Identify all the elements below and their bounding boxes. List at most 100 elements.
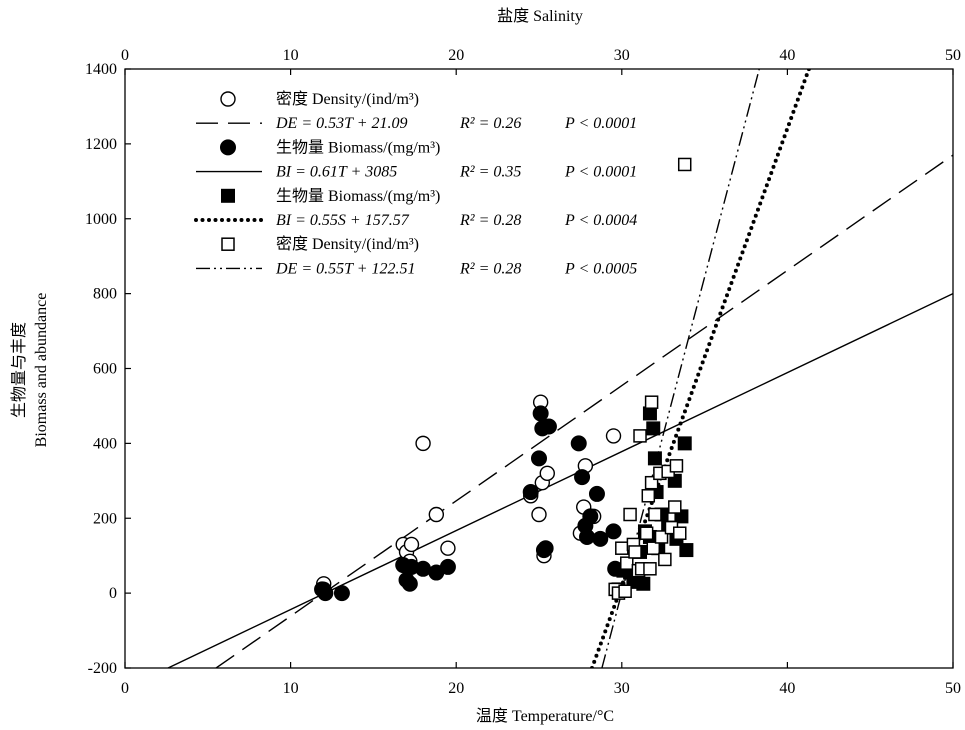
data-point-open-circle xyxy=(415,435,431,452)
legend-label: 生物量 Biomass/(mg/m³) xyxy=(276,138,440,156)
legend-p: P < 0.0005 xyxy=(564,260,637,277)
legend-marker-filled-circle xyxy=(220,139,236,156)
data-point-filled-circle xyxy=(531,450,547,467)
data-point-filled-circle xyxy=(540,418,557,435)
x-tick-label: 0 xyxy=(121,680,129,697)
y-tick-label: 1000 xyxy=(85,211,117,228)
data-point-open-square xyxy=(658,552,672,567)
data-point-open-circle xyxy=(440,540,456,556)
regression-line-solid xyxy=(167,292,953,668)
regression-line-long-dash xyxy=(215,154,953,668)
legend-equation: BI = 0.55S + 157.57 xyxy=(276,212,410,229)
data-point-open-square xyxy=(643,562,657,576)
regression-line-dotted xyxy=(589,69,811,668)
x2-tick-label: 0 xyxy=(121,47,129,64)
legend-label: 生物量 Biomass/(mg/m³) xyxy=(276,187,440,205)
plot-border xyxy=(124,68,954,669)
y-axis: -200 0 200 400 600 800 1000 1200 1400 xyxy=(85,61,131,677)
data-point-open-circle xyxy=(605,428,622,444)
data-point-open-square xyxy=(673,526,687,540)
x-axis-title: 温度 Temperature/°C xyxy=(476,707,614,725)
legend-equation: DE = 0.55T + 122.51 xyxy=(275,260,416,277)
data-point-filled-circle xyxy=(317,585,334,602)
legend-r2: R² = 0.26 xyxy=(459,115,521,132)
legend-r2: R² = 0.35 xyxy=(459,164,521,181)
data-point-filled-circle xyxy=(537,540,554,557)
y-tick-label: 1200 xyxy=(85,136,117,153)
x-tick-label: 10 xyxy=(283,680,299,697)
data-point-open-circle xyxy=(531,506,547,523)
data-point-open-square xyxy=(648,507,662,522)
data-point-open-square xyxy=(668,500,682,514)
data-point-open-square xyxy=(618,584,632,599)
x-axis-temperature: 0 10 20 30 40 50 xyxy=(121,662,961,697)
legend-marker-filled-square xyxy=(221,188,235,203)
data-point-filled-square xyxy=(636,576,651,591)
x2-tick-label: 30 xyxy=(614,47,630,64)
data-point-filled-circle xyxy=(605,523,622,540)
data-point-filled-circle xyxy=(582,508,599,525)
legend-label: 密度 Density/(ind/m³) xyxy=(276,235,419,253)
regression-lines xyxy=(167,69,953,668)
data-point-open-square xyxy=(633,429,647,443)
legend-marker-open-square xyxy=(221,237,235,251)
x2-tick-label: 40 xyxy=(779,47,795,64)
y-tick-label: -200 xyxy=(88,660,117,677)
data-point-filled-circle xyxy=(532,405,549,422)
y-tick-label: 800 xyxy=(93,286,117,303)
data-point-filled-circle xyxy=(522,484,539,501)
data-point-filled-circle xyxy=(439,558,456,575)
data-point-filled-square xyxy=(677,436,692,451)
data-point-open-circle xyxy=(539,465,555,482)
y-tick-label: 0 xyxy=(109,585,117,602)
x-tick-label: 40 xyxy=(779,680,795,697)
data-point-filled-square xyxy=(679,543,694,558)
legend-p: P < 0.0001 xyxy=(564,164,637,181)
data-point-filled-circle xyxy=(592,530,609,547)
data-point-open-square xyxy=(646,541,661,555)
legend-p: P < 0.0001 xyxy=(564,115,637,132)
data-point-filled-circle xyxy=(333,585,350,602)
data-point-open-circle xyxy=(428,506,445,523)
data-point-filled-square xyxy=(647,451,662,466)
legend-marker-open-circle xyxy=(220,91,236,107)
data-point-open-square xyxy=(623,507,637,522)
y-tick-label: 600 xyxy=(93,361,117,378)
x-axis-salinity: 0 10 20 30 40 50 xyxy=(121,47,961,75)
y-tick-label: 200 xyxy=(93,510,117,527)
data-point-filled-circle xyxy=(574,469,591,486)
legend-p: P < 0.0004 xyxy=(564,212,637,229)
data-point-filled-square xyxy=(646,421,661,436)
plot-frame xyxy=(124,68,954,669)
data-point-open-square xyxy=(654,530,669,544)
x2-tick-label: 10 xyxy=(283,47,299,64)
data-point-open-square xyxy=(628,545,642,559)
data-point-open-circle xyxy=(403,536,420,553)
legend-label: 密度 Density/(ind/m³) xyxy=(276,90,419,108)
data-point-open-square xyxy=(644,395,659,409)
data-point-filled-circle xyxy=(570,435,587,452)
legend-equation: BI = 0.61T + 3085 xyxy=(276,164,397,181)
data-point-open-square xyxy=(677,157,692,172)
x-tick-label: 30 xyxy=(614,680,630,697)
data-point-filled-circle xyxy=(588,485,605,502)
data-point-filled-circle xyxy=(415,560,432,577)
x2-tick-label: 20 xyxy=(448,47,464,64)
data-point-open-square xyxy=(641,489,656,503)
y-axis-title-line2: Biomass and abundance xyxy=(33,293,50,448)
x-tick-label: 20 xyxy=(448,680,464,697)
legend-equation: DE = 0.53T + 21.09 xyxy=(275,115,408,132)
data-point-open-square xyxy=(620,556,634,570)
y-tick-label: 1400 xyxy=(85,61,117,78)
legend-r2: R² = 0.28 xyxy=(459,260,521,277)
data-point-open-square xyxy=(639,526,654,540)
x2-tick-label: 50 xyxy=(945,47,961,64)
y-axis-title-line1: 生物量与丰度 xyxy=(10,322,28,418)
data-point-open-square xyxy=(615,541,629,555)
legend: 密度 Density/(ind/m³) DE = 0.53T + 21.09 R² … xyxy=(194,90,637,277)
data-point-filled-circle xyxy=(401,575,418,592)
legend-r2: R² = 0.28 xyxy=(459,212,521,229)
data-point-open-square xyxy=(669,459,684,473)
top-axis-title: 盐度 Salinity xyxy=(497,7,583,25)
